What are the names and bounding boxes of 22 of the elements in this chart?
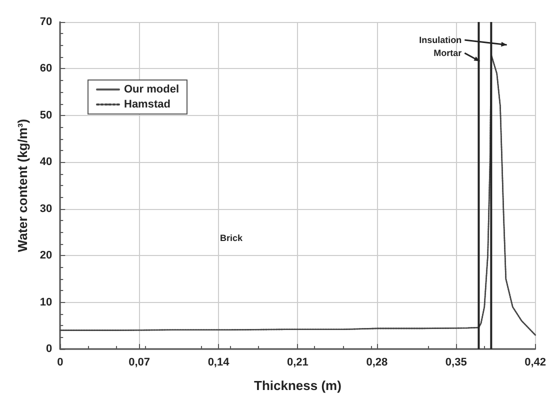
y-tick-label: 60 [40, 62, 52, 75]
x-tick-label: 0 [57, 356, 64, 368]
x-tick-label: 0,42 [524, 356, 546, 368]
x-tick-label: 0,07 [128, 356, 150, 368]
x-tick-label: 0,21 [287, 356, 308, 368]
y-tick-label: 10 [40, 296, 52, 308]
annotation: Brick [220, 232, 244, 243]
x-tick-label: 0,28 [366, 356, 388, 368]
x-axis-title: Thickness (m) [254, 378, 342, 393]
legend-label: Our model [124, 84, 180, 96]
y-axis-title: Water content (kg/m³) [15, 118, 30, 252]
x-tick-label: 0,35 [445, 356, 467, 368]
y-tick-label: 40 [40, 156, 52, 168]
y-tick-label: 70 [40, 16, 52, 28]
y-tick-label: 50 [40, 109, 52, 122]
y-tick-label: 20 [40, 250, 52, 262]
annotation: Mortar [434, 48, 462, 58]
x-tick-label: 0,14 [208, 356, 230, 368]
y-tick-label: 30 [40, 202, 52, 215]
annotation: Insulation [419, 34, 462, 45]
y-tick-label: 0 [46, 343, 52, 355]
legend-label: Hamstad [124, 98, 170, 110]
